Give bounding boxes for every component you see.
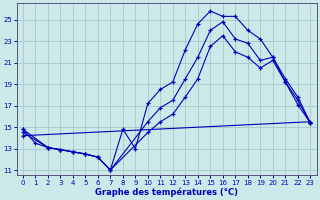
X-axis label: Graphe des températures (°C): Graphe des températures (°C): [95, 187, 238, 197]
